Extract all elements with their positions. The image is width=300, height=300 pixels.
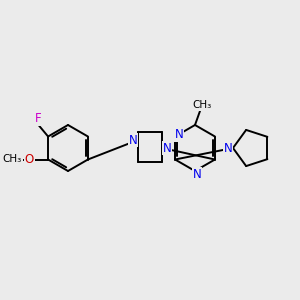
Text: N: N [175,128,184,141]
Text: N: N [129,134,137,146]
Text: N: N [163,142,171,154]
Text: O: O [25,153,34,166]
Text: F: F [35,112,41,125]
Text: N: N [224,142,232,154]
Text: N: N [193,167,201,181]
Text: CH₃: CH₃ [192,100,212,110]
Text: CH₃: CH₃ [2,154,22,164]
